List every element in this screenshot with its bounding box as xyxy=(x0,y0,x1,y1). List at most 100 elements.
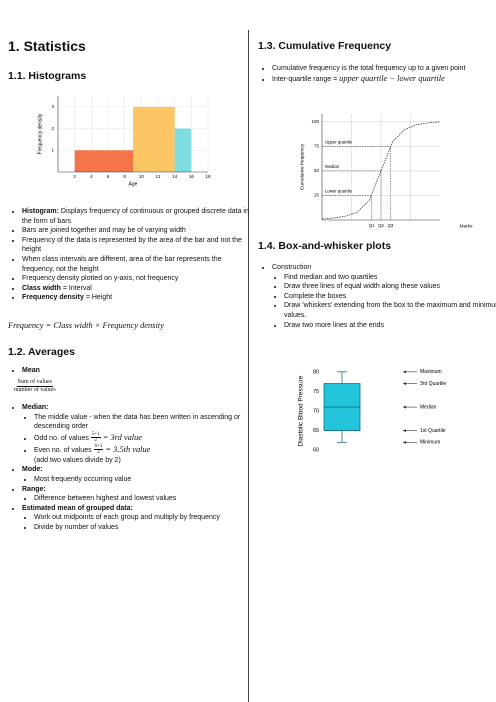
x-axis-label: Age xyxy=(129,181,138,187)
numerator: 6+1 xyxy=(93,443,104,451)
sub-list: The middle value - when the data has bee… xyxy=(22,413,254,466)
bold: Mode: xyxy=(22,466,43,474)
bullet: Find median and two quartiles xyxy=(284,273,496,283)
bold: Mean xyxy=(22,367,40,374)
arrow-head xyxy=(403,370,406,374)
text: Bars are joined together and may be of v… xyxy=(22,227,186,235)
sub-list: Most frequently occurring value xyxy=(22,475,254,485)
quartile-label: Upper quartile xyxy=(325,140,353,145)
bullet: Difference between highest and lowest va… xyxy=(34,494,254,504)
bold: Median: xyxy=(22,404,49,411)
text: = Height xyxy=(85,294,113,302)
stat-label: 3rd Quartile xyxy=(420,381,446,387)
text: Odd no. of values xyxy=(34,434,89,442)
quartile-marker: Q3 xyxy=(388,223,394,228)
denominator: 2 xyxy=(94,438,98,444)
heading: 1.1. Histograms xyxy=(8,70,87,82)
quartile-marker: Q1 xyxy=(369,223,375,228)
y-tick-label: 25 xyxy=(314,193,320,198)
bullet: Bars are joined together and may be of v… xyxy=(22,226,254,236)
bullet: Frequency of the data is represented by … xyxy=(22,236,254,255)
y-tick-label: 65 xyxy=(313,428,319,434)
sub-list: Difference between highest and lowest va… xyxy=(22,494,254,504)
bold: Class width xyxy=(22,284,61,292)
bullet-list: Mean xyxy=(8,366,254,376)
bullet: Construction Find median and two quartil… xyxy=(272,263,496,330)
x-tick-label: 8 xyxy=(123,174,126,179)
text: Frequency density plotted on y-axis, not… xyxy=(22,275,179,283)
text: Work out midpoints of each group and mul… xyxy=(34,514,220,522)
bullet: Median: The middle value - when the data… xyxy=(22,403,254,465)
formula: Frequency = Class width × Frequency dens… xyxy=(8,321,164,330)
y-tick-label: 60 xyxy=(313,448,319,454)
text: Draw two more lines at the ends xyxy=(284,321,384,329)
bar xyxy=(74,150,133,172)
arrow-head xyxy=(403,382,406,386)
y-tick-label: 75 xyxy=(313,389,319,395)
stat-label: 1st Quartile xyxy=(420,428,446,434)
bullet: Class width = Interval xyxy=(22,284,254,294)
bullet: Complete the boxes xyxy=(284,292,496,302)
bullet: When class intervals are different, area… xyxy=(22,255,254,274)
denominator: 2 xyxy=(97,450,100,456)
bullet: Frequency density plotted on y-axis, not… xyxy=(22,274,254,284)
y-tick-label: 70 xyxy=(313,408,319,414)
sub-list: Work out midpoints of each group and mul… xyxy=(22,513,254,532)
text: Inter-quartile range = xyxy=(272,75,340,83)
numerator: Sum of values xyxy=(16,379,53,387)
bullet: Frequency density = Height xyxy=(22,293,254,303)
text: The middle value - when the data has bee… xyxy=(34,413,241,431)
text: When class intervals are different, area… xyxy=(22,255,222,273)
denominator: number of values xyxy=(14,387,56,393)
quartile-guide xyxy=(322,170,382,220)
bullet: Most frequently occurring value xyxy=(34,475,254,485)
y-tick-label: 80 xyxy=(313,369,319,375)
bold: Range: xyxy=(22,485,46,493)
text: Draw three lines of equal width along th… xyxy=(284,283,441,291)
x-tick-label: 4 xyxy=(90,174,93,179)
quartile-guide xyxy=(322,146,391,220)
bullet: Cumulative frequency is the total freque… xyxy=(272,64,496,74)
bullet: Inter-quartile range = upper quartile − … xyxy=(272,74,496,85)
sub-list: Find median and two quartiles Draw three… xyxy=(272,273,496,331)
bar xyxy=(133,106,175,172)
y-tick-label: 3 xyxy=(51,104,54,109)
bullet-list: Construction Find median and two quartil… xyxy=(258,263,496,330)
quartile-guide xyxy=(322,195,372,220)
x-tick-label: 2 xyxy=(73,174,76,179)
text: Divide by number of values xyxy=(34,523,119,531)
y-axis-label: Frequency density xyxy=(37,113,43,154)
bold: Frequency density xyxy=(22,294,84,302)
x-tick-label: 10 xyxy=(139,174,145,179)
text: (add two values divide by 2) xyxy=(34,456,121,464)
y-tick-label: 50 xyxy=(314,168,320,173)
bullet-list: Histogram: Displays frequency of continu… xyxy=(8,207,254,303)
bullet: Histogram: Displays frequency of continu… xyxy=(22,207,254,226)
text: Construction xyxy=(272,264,312,271)
bullet: Divide by number of values xyxy=(34,523,254,533)
text: Draw 'whiskers' extending from the box t… xyxy=(284,302,496,319)
formula: = 3.5th value xyxy=(105,444,151,454)
bullet: Draw two more lines at the ends xyxy=(284,321,496,331)
y-axis-label: Diastolic Blood Pressure xyxy=(298,375,305,446)
formula: upper quartile − lower quartile xyxy=(339,73,445,83)
box-plot: 60 65 70 75 80 Diastolic Blood Pressure Maximu… xyxy=(298,369,447,454)
column-divider xyxy=(248,30,249,702)
x-tick-label: 18 xyxy=(205,174,211,179)
quartile-label: Lower quartile xyxy=(325,189,353,194)
heading: 1.4. Box-and-whisker plots xyxy=(258,240,392,252)
fraction: 6+1 2 xyxy=(93,443,104,456)
bullet: Mode: Most frequently occurring value xyxy=(22,465,254,484)
fraction: Sum of values number of values xyxy=(14,379,56,394)
bullet: The middle value - when the data has bee… xyxy=(34,413,254,432)
bullet: Draw 'whiskers' extending from the box t… xyxy=(284,301,496,320)
text: Displays frequency of continuous or grou… xyxy=(22,208,249,225)
arrow-head xyxy=(403,405,406,409)
fraction: 5+1 2 xyxy=(90,432,101,444)
formula: = 3rd value xyxy=(102,432,143,442)
title: 1. Statistics xyxy=(8,38,86,54)
bullet: Work out midpoints of each group and mul… xyxy=(34,513,254,523)
